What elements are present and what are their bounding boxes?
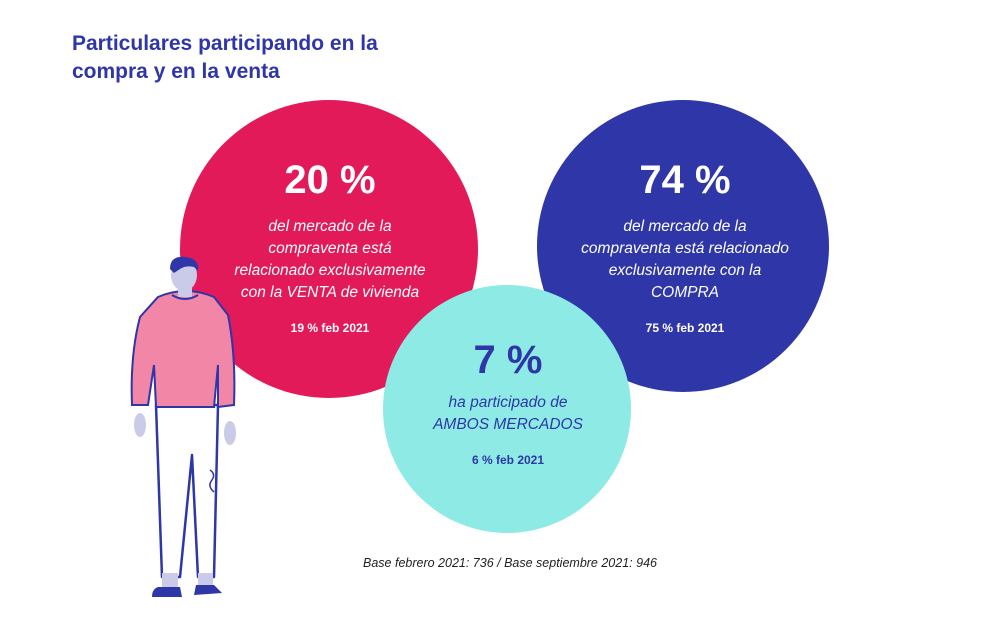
venta-percentage: 20 % <box>284 158 376 202</box>
compra-desc-line: del mercado de la <box>623 218 747 235</box>
ambos-description: ha participado de AMBOS MERCADOS <box>403 392 613 436</box>
venta-desc-line: del mercado de la <box>268 218 392 235</box>
venta-description: del mercado de la compraventa está relac… <box>200 216 460 304</box>
person-illustration <box>130 256 236 597</box>
base-note: Base febrero 2021: 736 / Base septiembre… <box>363 556 657 570</box>
compra-stat: 74 % del mercado de la compraventa está … <box>557 158 813 336</box>
compra-desc-line: exclusivamente con la <box>608 262 762 279</box>
ambos-stat: 7 % ha participado de AMBOS MERCADOS 6 %… <box>403 338 613 468</box>
compra-desc-line: compraventa está relacionado <box>581 240 789 257</box>
venta-desc-line: relacionado exclusivamente <box>234 262 426 279</box>
ambos-percentage: 7 % <box>473 338 543 382</box>
ambos-comparison: 6 % feb 2021 <box>471 453 545 467</box>
venta-comparison: 19 % feb 2021 <box>290 321 370 335</box>
ambos-circle <box>383 285 631 533</box>
compra-description: del mercado de la compraventa está relac… <box>557 216 813 304</box>
ambos-desc-line: ha participado de <box>448 394 568 411</box>
compra-percentage: 74 % <box>639 158 731 202</box>
compra-comparison: 75 % feb 2021 <box>645 321 725 335</box>
venta-desc-line: compraventa está <box>268 240 392 257</box>
compra-desc-line: COMPRA <box>650 284 720 301</box>
ambos-desc-line: AMBOS MERCADOS <box>433 416 583 433</box>
venta-desc-line: con la VENTA de vivienda <box>240 284 420 301</box>
chart-title: Particulares participando en la compra y… <box>72 32 378 83</box>
venta-stat: 20 % del mercado de la compraventa está … <box>200 158 460 336</box>
